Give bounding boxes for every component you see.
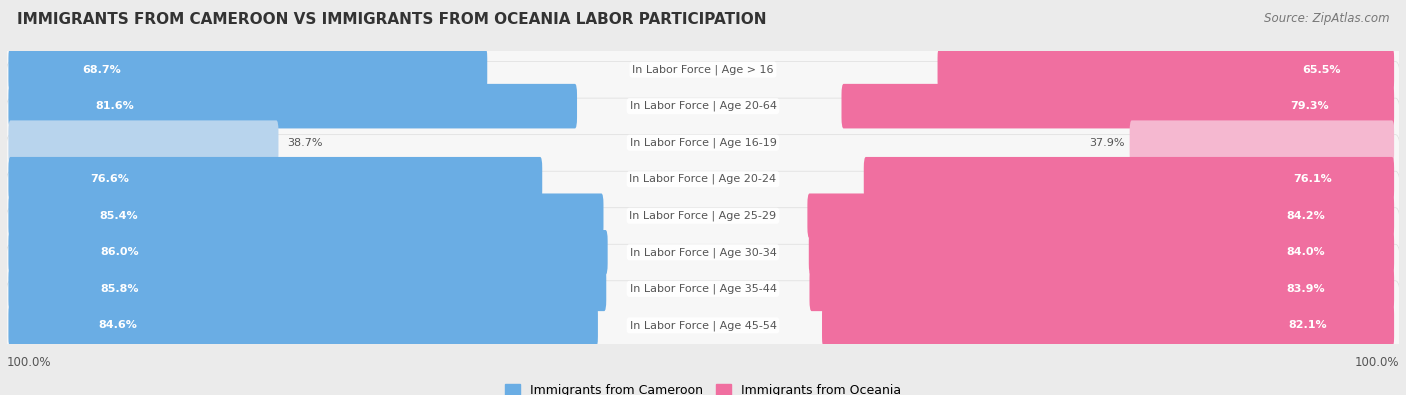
Text: 85.4%: 85.4% <box>100 211 138 221</box>
Text: 65.5%: 65.5% <box>1302 65 1341 75</box>
Text: In Labor Force | Age > 16: In Labor Force | Age > 16 <box>633 64 773 75</box>
Text: 68.7%: 68.7% <box>82 65 121 75</box>
Text: In Labor Force | Age 30-34: In Labor Force | Age 30-34 <box>630 247 776 258</box>
FancyBboxPatch shape <box>808 230 1395 275</box>
FancyBboxPatch shape <box>863 157 1395 201</box>
FancyBboxPatch shape <box>6 244 1400 333</box>
Text: 100.0%: 100.0% <box>1354 356 1399 369</box>
Text: 83.9%: 83.9% <box>1286 284 1326 294</box>
FancyBboxPatch shape <box>6 62 1400 151</box>
FancyBboxPatch shape <box>1129 120 1395 165</box>
FancyBboxPatch shape <box>6 281 1400 370</box>
Text: 79.3%: 79.3% <box>1291 101 1329 111</box>
FancyBboxPatch shape <box>6 171 1400 260</box>
FancyBboxPatch shape <box>8 47 488 92</box>
Text: 100.0%: 100.0% <box>7 356 52 369</box>
Text: 76.6%: 76.6% <box>90 174 129 184</box>
FancyBboxPatch shape <box>8 84 576 128</box>
FancyBboxPatch shape <box>807 194 1395 238</box>
Text: In Labor Force | Age 45-54: In Labor Force | Age 45-54 <box>630 320 776 331</box>
FancyBboxPatch shape <box>8 267 606 311</box>
Text: 84.2%: 84.2% <box>1286 211 1326 221</box>
FancyBboxPatch shape <box>8 230 607 275</box>
Text: Source: ZipAtlas.com: Source: ZipAtlas.com <box>1264 12 1389 25</box>
FancyBboxPatch shape <box>8 303 598 348</box>
Text: In Labor Force | Age 25-29: In Labor Force | Age 25-29 <box>630 211 776 221</box>
Text: 81.6%: 81.6% <box>96 101 135 111</box>
Text: In Labor Force | Age 35-44: In Labor Force | Age 35-44 <box>630 284 776 294</box>
FancyBboxPatch shape <box>8 194 603 238</box>
Text: 82.1%: 82.1% <box>1288 320 1327 330</box>
Text: In Labor Force | Age 20-24: In Labor Force | Age 20-24 <box>630 174 776 184</box>
FancyBboxPatch shape <box>823 303 1395 348</box>
Text: In Labor Force | Age 20-64: In Labor Force | Age 20-64 <box>630 101 776 111</box>
FancyBboxPatch shape <box>6 135 1400 224</box>
FancyBboxPatch shape <box>8 157 543 201</box>
Text: 38.7%: 38.7% <box>287 138 322 148</box>
Text: 85.8%: 85.8% <box>100 284 139 294</box>
FancyBboxPatch shape <box>6 98 1400 187</box>
Text: 84.6%: 84.6% <box>98 320 138 330</box>
FancyBboxPatch shape <box>6 208 1400 297</box>
FancyBboxPatch shape <box>810 267 1395 311</box>
Legend: Immigrants from Cameroon, Immigrants from Oceania: Immigrants from Cameroon, Immigrants fro… <box>501 379 905 395</box>
FancyBboxPatch shape <box>938 47 1395 92</box>
Text: 86.0%: 86.0% <box>100 247 139 257</box>
Text: In Labor Force | Age 16-19: In Labor Force | Age 16-19 <box>630 137 776 148</box>
Text: 84.0%: 84.0% <box>1286 247 1326 257</box>
FancyBboxPatch shape <box>842 84 1395 128</box>
FancyBboxPatch shape <box>6 25 1400 114</box>
FancyBboxPatch shape <box>8 120 278 165</box>
Text: IMMIGRANTS FROM CAMEROON VS IMMIGRANTS FROM OCEANIA LABOR PARTICIPATION: IMMIGRANTS FROM CAMEROON VS IMMIGRANTS F… <box>17 12 766 27</box>
Text: 76.1%: 76.1% <box>1294 174 1331 184</box>
Text: 37.9%: 37.9% <box>1090 138 1125 148</box>
